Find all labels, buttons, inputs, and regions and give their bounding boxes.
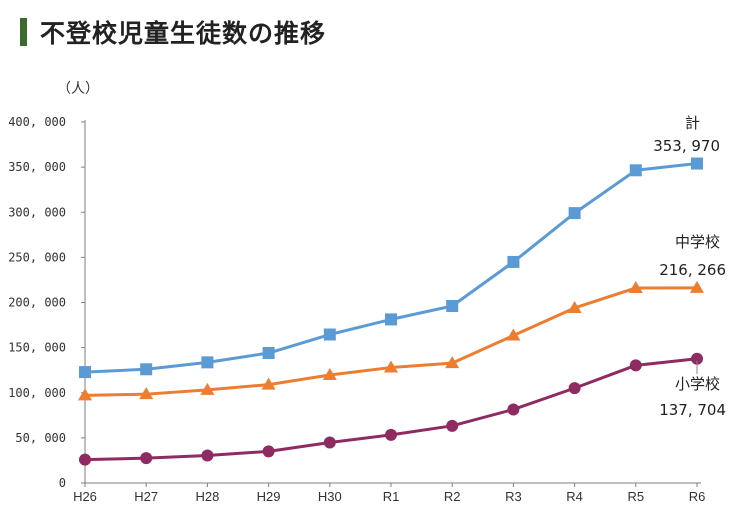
data-point-triangle	[445, 356, 460, 369]
series-name-label: 小学校	[675, 375, 720, 393]
data-point-circle	[629, 359, 642, 372]
series-value-label: 216, 266	[659, 261, 726, 279]
series-name-label: 中学校	[675, 233, 720, 251]
data-point-square	[79, 366, 91, 379]
x-tick-label: H27	[134, 489, 158, 504]
title-accent-bar	[20, 18, 27, 46]
data-point-triangle	[261, 377, 276, 390]
x-tick-label: H29	[257, 489, 281, 504]
data-point-square	[262, 347, 275, 360]
data-point-square	[323, 328, 336, 341]
data-point-circle	[568, 382, 581, 395]
y-tick-label: 100, 000	[8, 386, 66, 400]
y-tick-label: 200, 000	[8, 296, 66, 310]
data-point-square	[446, 299, 459, 312]
data-point-circle	[691, 352, 703, 365]
data-point-triangle	[690, 280, 704, 293]
y-tick-label: 150, 000	[8, 341, 66, 355]
data-point-triangle	[78, 388, 92, 401]
data-point-circle	[262, 445, 275, 458]
x-tick-label: R4	[566, 489, 583, 504]
series-line-0	[84, 162, 698, 374]
data-point-square	[568, 207, 581, 220]
data-point-square	[385, 313, 397, 326]
data-point-circle	[446, 419, 459, 432]
chart-title: 不登校児童生徒数の推移	[40, 19, 327, 48]
data-point-triangle	[628, 280, 643, 293]
data-point-circle	[385, 428, 397, 441]
data-point-triangle	[506, 328, 521, 341]
y-tick-label: 350, 000	[8, 160, 66, 174]
data-point-square	[201, 356, 214, 369]
series-value-label: 353, 970	[653, 137, 720, 155]
x-tick-label: H26	[73, 489, 97, 504]
x-tick-label: R6	[689, 489, 706, 504]
y-tick-label: 250, 000	[8, 250, 66, 264]
data-point-triangle	[200, 382, 215, 395]
x-tick-label: H30	[318, 489, 342, 504]
series-line-2	[84, 357, 698, 462]
y-tick-label: 400, 000	[8, 115, 66, 129]
x-tick-label: R1	[383, 489, 400, 504]
series-name-label: 計	[685, 114, 700, 132]
data-point-square	[691, 157, 703, 170]
series-value-label: 137, 704	[659, 401, 726, 419]
data-point-circle	[79, 453, 91, 466]
series-line-1	[84, 286, 698, 397]
data-point-circle	[201, 449, 214, 462]
data-point-square	[507, 255, 520, 268]
data-point-circle	[323, 436, 336, 449]
y-axis-unit-label: （人）	[57, 81, 99, 97]
x-tick-label: R2	[444, 489, 461, 504]
x-tick-label: R3	[505, 489, 522, 504]
x-tick-label: H28	[195, 489, 219, 504]
y-tick-label: 0	[59, 476, 66, 490]
data-point-triangle	[567, 300, 582, 313]
data-point-triangle	[139, 387, 154, 400]
data-point-circle	[507, 403, 520, 416]
data-point-triangle	[322, 367, 337, 380]
y-tick-label: 50, 000	[15, 431, 66, 445]
y-tick-label: 300, 000	[8, 205, 66, 219]
data-point-square	[140, 363, 153, 376]
data-point-triangle	[384, 360, 398, 373]
data-point-square	[629, 164, 642, 177]
data-point-circle	[140, 452, 153, 465]
x-tick-label: R5	[627, 489, 644, 504]
